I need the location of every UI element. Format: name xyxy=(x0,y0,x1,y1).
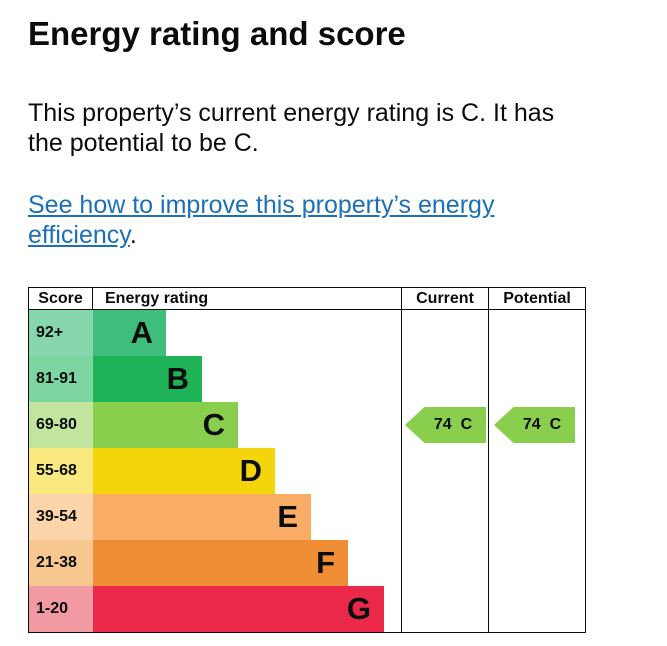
improve-paragraph: See how to improve this property’s energ… xyxy=(28,190,573,250)
current-arrow-score: 74 xyxy=(433,416,452,433)
band-row-e: 39-54 E xyxy=(29,494,401,540)
band-row-d: 55-68 D xyxy=(29,448,401,494)
band-letter: C xyxy=(202,407,225,442)
band-row-b: 81-91 B xyxy=(29,356,401,402)
improve-link[interactable]: See how to improve this property’s energ… xyxy=(28,191,495,249)
band-score-cell: 69-80 xyxy=(29,402,93,448)
epc-body: 92+ A 81-91 B 69-80 C xyxy=(29,310,585,632)
header-score-label: Score xyxy=(29,288,93,309)
band-letter: E xyxy=(277,499,298,534)
bands-column: 92+ A 81-91 B 69-80 C xyxy=(29,310,401,632)
intro-text: This property’s current energy rating is… xyxy=(28,99,555,157)
header-current-label: Current xyxy=(401,288,488,309)
band-letter: A xyxy=(130,315,153,350)
band-letter: B xyxy=(166,361,189,396)
band-bar: F xyxy=(93,540,348,586)
band-letter: F xyxy=(316,545,335,580)
improve-link-suffix: . xyxy=(129,221,137,249)
header-potential-label: Potential xyxy=(488,288,585,309)
band-row-g: 1-20 G xyxy=(29,586,401,632)
band-score-cell: 1-20 xyxy=(29,586,93,632)
band-bar: D xyxy=(93,448,275,494)
header-rating-label: Energy rating xyxy=(105,290,209,307)
band-letter: G xyxy=(346,591,371,626)
epc-header: Score Energy rating Current Potential xyxy=(29,288,585,310)
band-row-c: 69-80 C xyxy=(29,402,401,448)
page-content: Energy rating and score This property’s … xyxy=(28,14,639,633)
band-score-cell: 21-38 xyxy=(29,540,93,586)
band-bar: C xyxy=(93,402,238,448)
current-arrow: 74 C xyxy=(405,407,486,443)
band-score-cell: 92+ xyxy=(29,310,93,356)
potential-arrow-letter: C xyxy=(549,416,562,433)
potential-column: 74 C xyxy=(488,310,585,632)
potential-arrow-score: 74 xyxy=(522,416,541,433)
band-letter: D xyxy=(239,453,262,488)
band-bar: B xyxy=(93,356,202,402)
current-arrow-letter: C xyxy=(460,416,473,433)
band-row-a: 92+ A xyxy=(29,310,401,356)
band-bar: A xyxy=(93,310,166,356)
band-bar: E xyxy=(93,494,311,540)
page-title: Energy rating and score xyxy=(28,15,406,52)
band-bar: G xyxy=(93,586,384,632)
current-column: 74 C xyxy=(401,310,488,632)
band-score-cell: 81-91 xyxy=(29,356,93,402)
epc-chart: Score Energy rating Current Potential 92… xyxy=(28,287,586,633)
band-score-cell: 39-54 xyxy=(29,494,93,540)
band-row-f: 21-38 F xyxy=(29,540,401,586)
band-score-cell: 55-68 xyxy=(29,448,93,494)
potential-arrow: 74 C xyxy=(494,407,575,443)
